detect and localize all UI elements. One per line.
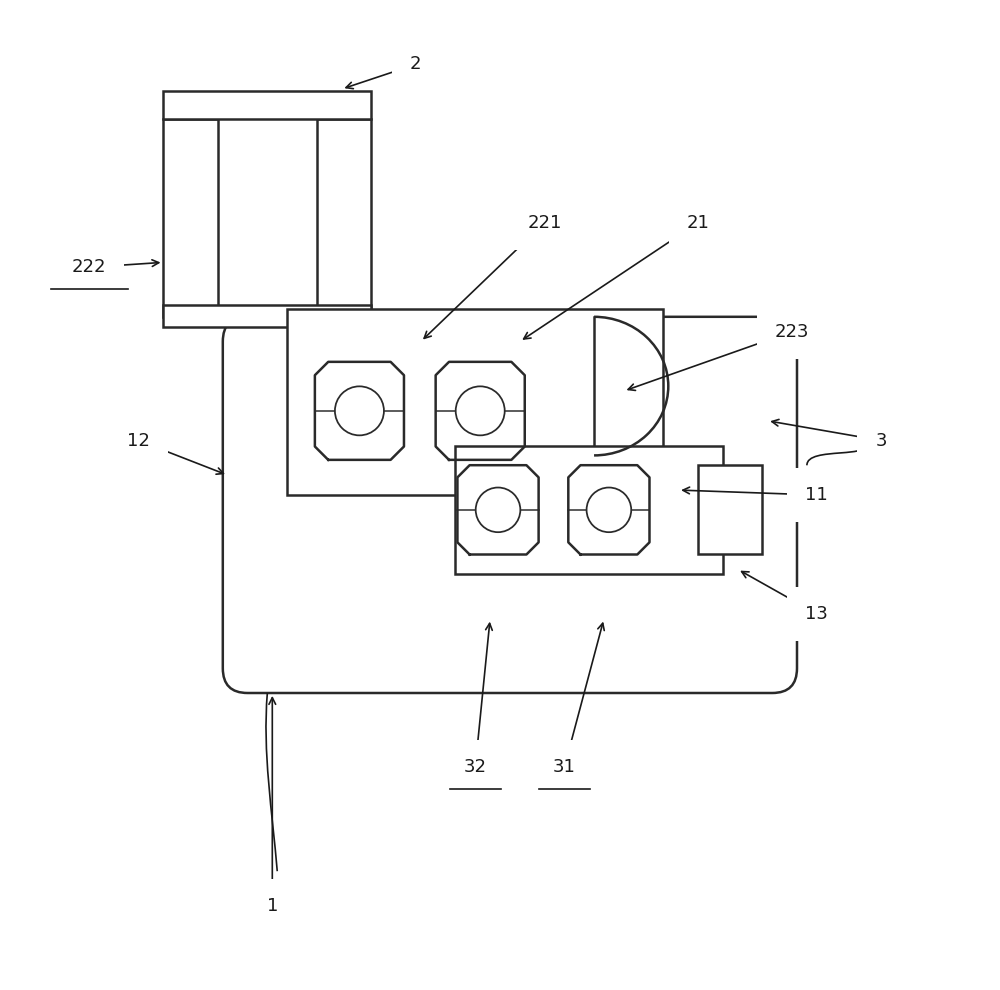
Polygon shape [315,362,404,459]
Ellipse shape [476,487,520,533]
Text: 2: 2 [410,55,422,73]
Text: 21: 21 [687,214,709,232]
Ellipse shape [587,487,631,533]
Ellipse shape [335,386,384,436]
Text: 11: 11 [805,486,828,504]
FancyBboxPatch shape [163,305,371,327]
Text: 31: 31 [553,758,576,776]
FancyBboxPatch shape [455,446,723,574]
Text: 221: 221 [527,214,562,232]
Text: 12: 12 [127,432,150,449]
Text: 1: 1 [267,897,278,915]
FancyBboxPatch shape [163,91,371,119]
Polygon shape [568,465,649,554]
Polygon shape [436,362,525,459]
Polygon shape [457,465,539,554]
Text: 32: 32 [464,758,487,776]
Text: 222: 222 [72,258,106,276]
FancyBboxPatch shape [287,309,663,495]
FancyBboxPatch shape [698,465,762,554]
Text: 13: 13 [805,605,828,623]
Ellipse shape [456,386,505,436]
FancyBboxPatch shape [223,317,797,693]
FancyBboxPatch shape [317,119,371,317]
Text: 3: 3 [875,432,887,449]
Text: 223: 223 [775,323,809,341]
FancyBboxPatch shape [163,119,218,317]
